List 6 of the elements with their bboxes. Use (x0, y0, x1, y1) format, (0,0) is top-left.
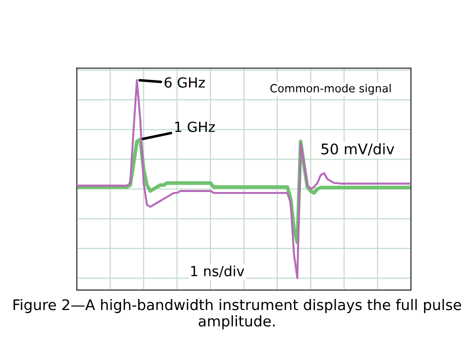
annotation: 1 ns/div (191, 266, 244, 278)
annotation: Common-mode signal (270, 84, 391, 95)
text: Figure 2—A high-bandwidth instrument displays the full pulse amplitude. (14, 298, 462, 330)
series-label: 6 GHz (164, 77, 205, 88)
text: 1 GHz (175, 122, 215, 132)
annotation: 50 mV/div (322, 143, 394, 156)
